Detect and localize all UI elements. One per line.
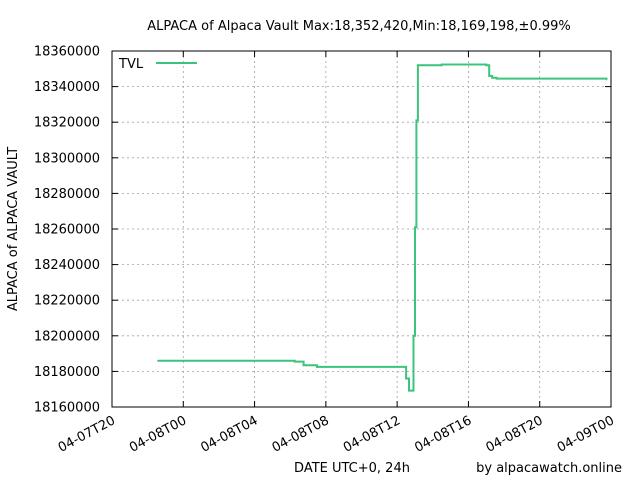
y-tick-label: 18340000 — [34, 80, 100, 95]
data-point — [411, 389, 413, 392]
y-tick-label: 18220000 — [34, 294, 100, 309]
data-point — [157, 359, 159, 362]
data-point — [324, 366, 327, 368]
x-tick-label: 04-09T00 — [555, 413, 617, 455]
data-point — [422, 64, 425, 67]
plot-frame — [111, 50, 612, 408]
data-point — [485, 64, 488, 67]
data-point — [298, 360, 301, 363]
credit-label: by alpacawatch.online — [476, 461, 622, 476]
y-tick-label: 18320000 — [34, 116, 100, 131]
data-point — [605, 78, 608, 81]
data-point — [412, 334, 415, 337]
data-point — [405, 377, 407, 380]
y-axis-label: ALPACA of ALPACA VAULT — [6, 147, 21, 311]
data-point — [417, 64, 419, 67]
y-tick-label: 18160000 — [34, 401, 100, 416]
x-tick-label: 04-08T16 — [412, 413, 474, 455]
axis-ticks: 18160000 18180000 18200000 18220000 18240000… — [34, 45, 617, 456]
y-tick-label: 18240000 — [34, 258, 100, 273]
data-point — [302, 364, 305, 367]
y-tick-label: 18200000 — [34, 329, 100, 344]
series-line-tvl — [158, 63, 608, 392]
data-point — [396, 366, 399, 368]
data-point — [289, 359, 292, 362]
data-point — [333, 366, 336, 368]
plot-series — [157, 63, 608, 392]
x-tick-label: 04-07T20 — [56, 413, 118, 455]
data-point — [415, 119, 418, 122]
y-tick-label: 18280000 — [34, 187, 100, 202]
y-tick-label: 18260000 — [34, 223, 100, 238]
x-tick-label: 04-08T04 — [198, 413, 260, 455]
x-axis-label: DATE UTC+0, 24h — [294, 461, 410, 476]
data-point — [595, 77, 598, 80]
data-point — [311, 364, 314, 367]
y-tick-label: 18360000 — [34, 45, 100, 60]
legend: TVL — [118, 57, 197, 72]
data-point — [320, 366, 323, 368]
data-point — [488, 75, 491, 77]
data-point — [420, 64, 422, 67]
data-point — [440, 63, 443, 66]
x-tick-label: 04-08T00 — [127, 413, 189, 455]
data-point — [316, 366, 318, 368]
data-point — [495, 77, 498, 80]
legend-label-tvl: TVL — [118, 57, 144, 72]
x-tick-label: 04-08T08 — [270, 413, 332, 455]
x-tick-label: 04-08T12 — [341, 413, 403, 455]
data-point — [491, 76, 494, 79]
data-point — [408, 389, 410, 392]
data-point — [293, 360, 296, 363]
y-tick-label: 18300000 — [34, 151, 100, 166]
grid-lines — [112, 51, 611, 407]
chart-title: ALPACA of Alpaca Vault Max:18,352,420,Mi… — [147, 19, 571, 34]
y-tick-label: 18180000 — [34, 365, 100, 380]
x-tick-label: 04-08T20 — [484, 413, 546, 455]
data-point — [414, 226, 416, 229]
